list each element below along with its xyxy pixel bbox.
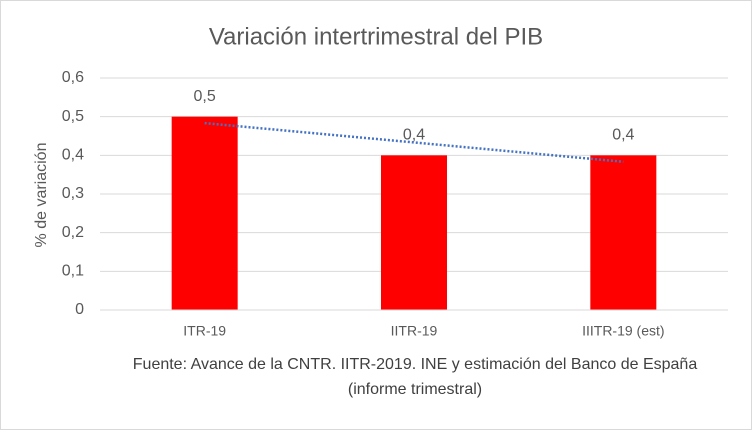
y-tick-label: 0,2 [62,224,84,241]
data-label: 0,4 [403,127,425,144]
y-tick-label: 0,6 [62,69,84,86]
data-label: 0,5 [194,88,216,105]
y-axis-label: % de variación [33,143,50,248]
bar [171,116,238,311]
source-note: Fuente: Avance de la CNTR. IITR-2019. IN… [132,356,698,398]
bar [381,155,447,310]
chart-title: Variación intertrimestral del PIB [209,23,543,50]
bar [590,155,657,310]
data-label: 0,4 [612,127,634,144]
y-tick-label: 0,4 [62,147,84,164]
x-tick-label: IIITR-19 (est) [582,323,664,339]
y-tick-label: 0,5 [62,108,84,125]
y-tick-label: 0 [75,301,84,318]
y-tick-label: 0,3 [62,185,84,202]
x-tick-label: ITR-19 [183,323,226,339]
y-tick-label: 0,1 [62,263,84,280]
x-tick-label: IITR-19 [391,323,438,339]
